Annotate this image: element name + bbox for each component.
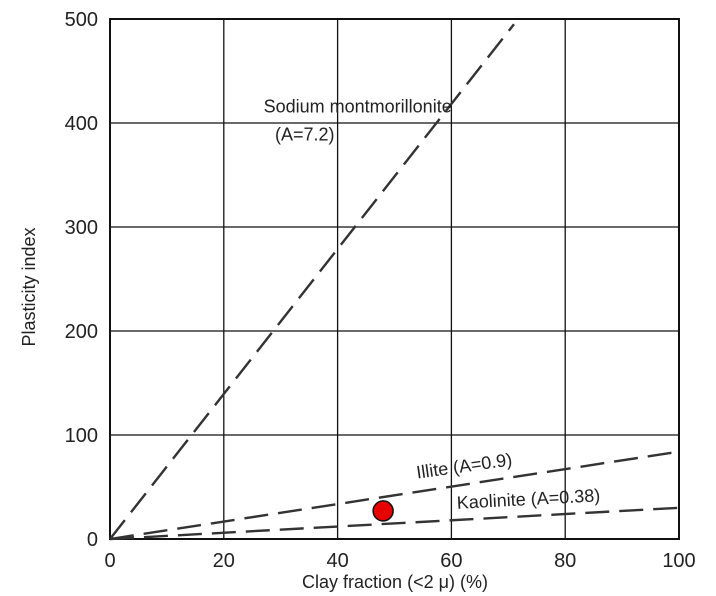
x-tick-label-0: 0 — [104, 550, 115, 572]
tick-labels: 0 20 40 60 80 100 0 100 200 300 400 500 — [65, 9, 696, 572]
x-tick-label-1: 20 — [213, 550, 235, 572]
y-axis-label: Plasticity index — [19, 227, 39, 346]
y-tick-label-5: 500 — [65, 9, 98, 31]
data-points — [372, 500, 394, 522]
x-tick-label-2: 40 — [326, 550, 348, 572]
series-line-illite — [109, 450, 680, 541]
series-lines — [109, 23, 680, 541]
series-line-sodium-montmorillonite — [109, 23, 515, 540]
y-tick-label-4: 400 — [65, 113, 98, 135]
x-tick-label-4: 80 — [554, 550, 576, 572]
x-axis-label: Clay fraction (<2 μ) (%) — [302, 572, 488, 592]
y-tick-label-1: 100 — [65, 425, 98, 447]
marker-point-0 — [372, 500, 394, 522]
x-tick-label-3: 60 — [440, 550, 462, 572]
grid-lines — [109, 18, 680, 540]
annotation-2: Illite (A=0.9) — [415, 449, 513, 482]
y-tick-label-2: 200 — [65, 321, 98, 343]
annotation-0: Sodium montmorillonite — [264, 97, 452, 117]
y-tick-label-3: 300 — [65, 217, 98, 239]
annotation-3: Kaolinite (A=0.38) — [456, 485, 600, 512]
plot-frame — [109, 18, 680, 540]
series-line-kaolinite — [109, 506, 680, 541]
x-tick-label-5: 100 — [662, 550, 695, 572]
annotations: Sodium montmorillonite (A=7.2) Illite (A=0… — [264, 97, 601, 513]
annotation-1: (A=7.2) — [275, 125, 335, 145]
y-tick-label-0: 0 — [87, 529, 98, 551]
